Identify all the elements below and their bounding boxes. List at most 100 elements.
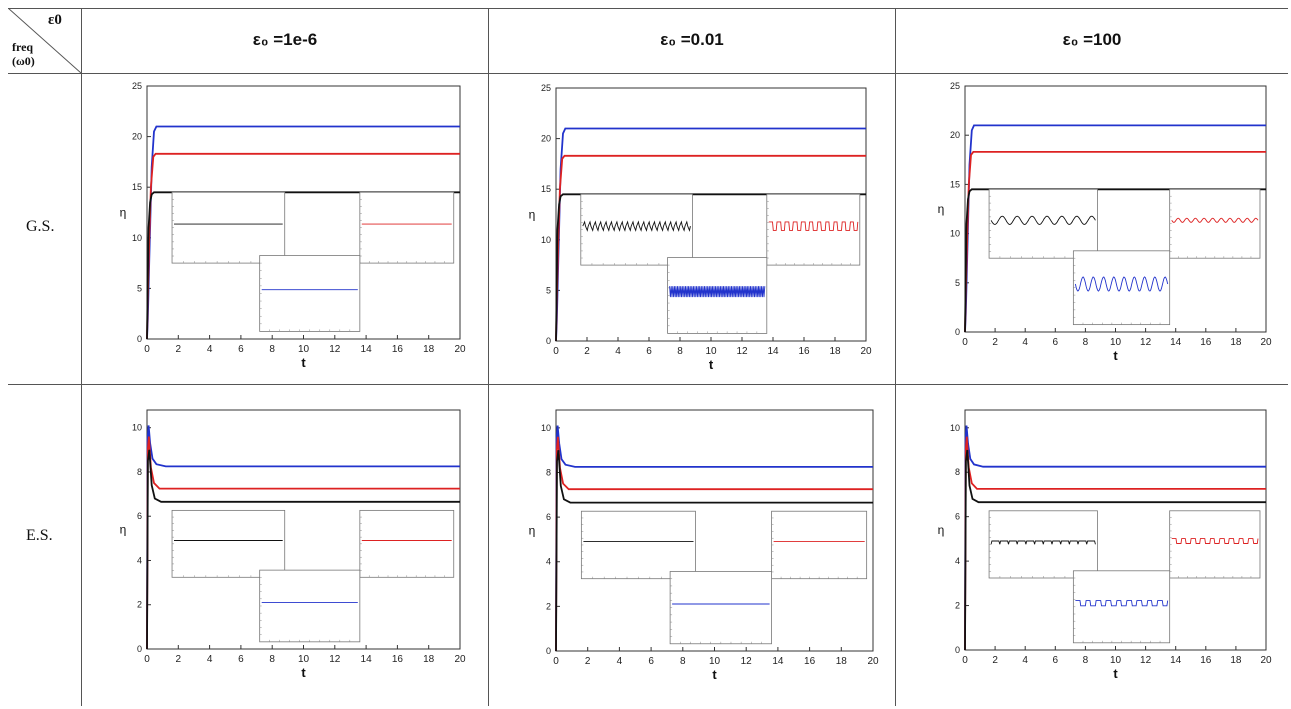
x-tick-label: 0 [553, 346, 559, 357]
y-tick-label: 0 [137, 334, 142, 344]
inset-frame [669, 571, 772, 645]
y-tick-label: 10 [950, 229, 960, 239]
inset-plot [988, 188, 1098, 259]
y-axis-label: η [529, 208, 536, 222]
y-axis-label: η [529, 524, 536, 538]
x-tick-label: 2 [176, 654, 182, 665]
y-tick-label: 8 [955, 467, 960, 477]
inset-plot [580, 510, 696, 580]
x-tick-label: 18 [836, 656, 848, 667]
x-tick-label: 4 [615, 346, 621, 357]
inset-series-line [1171, 217, 1259, 223]
grid-line-header [8, 73, 1288, 74]
inset-frame [1169, 188, 1261, 259]
x-tick-label: 14 [361, 344, 373, 355]
x-tick-label: 0 [962, 337, 968, 348]
x-tick-label: 14 [361, 654, 373, 665]
x-tick-label: 12 [329, 654, 341, 665]
row-label-gs: G.S. [26, 218, 55, 235]
x-tick-label: 0 [144, 344, 150, 355]
y-tick-label: 2 [546, 601, 551, 611]
x-axis-label: t [709, 357, 714, 372]
x-tick-label: 18 [1230, 337, 1242, 348]
series-line [146, 425, 460, 650]
x-tick-label: 6 [1053, 337, 1059, 348]
series-line [964, 425, 1266, 651]
inset-plot [171, 191, 286, 264]
y-tick-label: 4 [137, 555, 142, 565]
x-tick-label: 10 [1110, 655, 1122, 666]
corner-diagonal [8, 8, 81, 73]
x-tick-label: 6 [648, 656, 654, 667]
series-line [146, 191, 460, 340]
y-tick-label: 25 [132, 81, 142, 91]
x-tick-label: 4 [1022, 337, 1028, 348]
x-tick-label: 20 [1260, 655, 1272, 666]
y-tick-label: 0 [955, 645, 960, 655]
series-line [555, 193, 866, 342]
inset-plot [988, 510, 1098, 579]
x-tick-label: 12 [329, 344, 341, 355]
inset-plot [1072, 570, 1171, 644]
x-tick-label: 4 [617, 656, 623, 667]
x-tick-label: 4 [1022, 655, 1028, 666]
y-axis-label: η [938, 202, 945, 216]
y-tick-label: 0 [955, 327, 960, 337]
inset-series-line [1074, 276, 1169, 292]
y-tick-label: 8 [137, 467, 142, 477]
x-tick-label: 16 [798, 346, 810, 357]
x-axis-label: t [1113, 666, 1118, 681]
x-tick-label: 20 [1260, 337, 1272, 348]
y-tick-label: 15 [132, 182, 142, 192]
column-header-1e-6: ε₀ =1e-6 [252, 30, 318, 49]
x-tick-label: 0 [553, 656, 559, 667]
y-tick-label: 20 [541, 134, 551, 144]
x-tick-label: 14 [772, 656, 784, 667]
y-tick-label: 6 [546, 512, 551, 522]
series-line [555, 450, 873, 652]
series-line [964, 449, 1266, 651]
inset-frame [1072, 250, 1171, 326]
inset-frame [171, 509, 286, 578]
inset-plot [171, 509, 286, 578]
x-tick-label: 18 [1230, 655, 1242, 666]
x-tick-label: 20 [454, 654, 466, 665]
inset-plot [359, 191, 455, 264]
inset-plot [359, 509, 455, 578]
y-tick-label: 0 [137, 644, 142, 654]
inset-plot [259, 255, 361, 332]
inset-frame [359, 509, 455, 578]
y-tick-label: 10 [541, 423, 551, 433]
x-tick-label: 12 [741, 656, 753, 667]
y-tick-label: 2 [137, 600, 142, 610]
x-tick-label: 10 [705, 346, 717, 357]
y-tick-label: 20 [132, 132, 142, 142]
inset-frame [259, 255, 361, 332]
x-tick-label: 2 [176, 344, 182, 355]
x-tick-label: 2 [585, 656, 591, 667]
y-tick-label: 5 [137, 283, 142, 293]
x-tick-label: 8 [680, 656, 686, 667]
x-tick-label: 18 [829, 346, 841, 357]
x-tick-label: 8 [1083, 655, 1089, 666]
inset-series-line [990, 540, 1096, 545]
chart-panel: 0 2 4 6 8 10 12 14 16 18 20 0 5 10 15 20 25 t η [938, 81, 1272, 363]
y-tick-label: 20 [950, 130, 960, 140]
x-tick-label: 8 [1083, 337, 1089, 348]
x-tick-label: 16 [804, 656, 816, 667]
y-tick-label: 10 [541, 235, 551, 245]
series-line [146, 449, 460, 650]
x-tick-label: 8 [269, 654, 275, 665]
inset-frame [1072, 570, 1171, 644]
column-header-100: ε₀ =100 [1062, 30, 1122, 49]
series-line [964, 188, 1266, 333]
inset-series-line [990, 215, 1096, 225]
x-tick-label: 10 [1110, 337, 1122, 348]
y-tick-label: 10 [950, 423, 960, 433]
inset-series-line [582, 220, 691, 232]
y-tick-label: 10 [132, 233, 142, 243]
